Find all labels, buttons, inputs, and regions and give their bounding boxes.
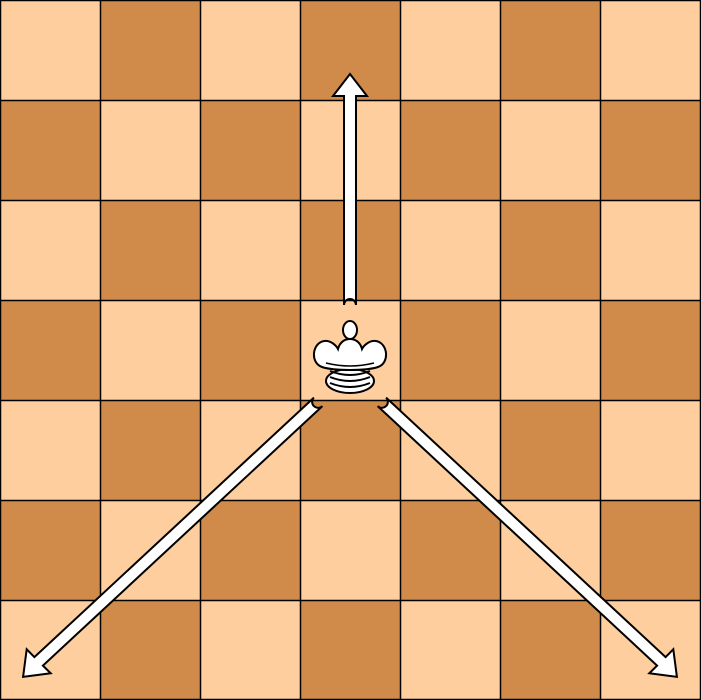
board-square[interactable] (300, 500, 400, 600)
queen-orb (342, 320, 358, 340)
board-square[interactable] (0, 400, 100, 500)
arrow-down-right (376, 396, 679, 679)
board-square[interactable] (300, 600, 400, 700)
board-square[interactable] (600, 0, 701, 100)
board-square[interactable] (400, 300, 500, 400)
board-square[interactable] (200, 100, 300, 200)
board-square[interactable] (0, 500, 100, 600)
board-square[interactable] (0, 200, 100, 300)
board-square[interactable] (100, 300, 200, 400)
board-square[interactable] (200, 400, 300, 500)
move-arrows (21, 72, 679, 679)
board-square[interactable] (500, 0, 600, 100)
board-square[interactable] (200, 0, 300, 100)
board-square[interactable] (500, 600, 600, 700)
board-square[interactable] (500, 200, 600, 300)
board-square[interactable] (0, 300, 100, 400)
board-square[interactable] (500, 400, 600, 500)
queen-base-ring (329, 370, 371, 376)
board-square[interactable] (600, 100, 701, 200)
board-square[interactable] (400, 200, 500, 300)
board-square[interactable] (200, 500, 300, 600)
board-square[interactable] (200, 300, 300, 400)
queen-base-ring (329, 376, 371, 382)
board-square[interactable] (600, 300, 701, 400)
board-square[interactable] (100, 400, 200, 500)
arrow-up (330, 72, 370, 306)
board-square[interactable] (400, 0, 500, 100)
board-square[interactable] (400, 500, 500, 600)
board-square[interactable] (400, 400, 500, 500)
board-square[interactable] (0, 100, 100, 200)
board-square[interactable] (500, 100, 600, 200)
board-square[interactable] (0, 0, 100, 100)
board-square[interactable] (100, 0, 200, 100)
board-square[interactable] (200, 600, 300, 700)
board-square[interactable] (400, 600, 500, 700)
queen-crown-band (325, 362, 375, 367)
board-square[interactable] (600, 200, 701, 300)
board-square[interactable] (100, 200, 200, 300)
board-square[interactable] (600, 500, 701, 600)
queen-base-ring (329, 382, 371, 388)
board-square[interactable] (500, 300, 600, 400)
arrow-down-left (21, 396, 324, 679)
board-square[interactable] (100, 600, 200, 700)
board-square[interactable] (400, 100, 500, 200)
board-square[interactable] (600, 400, 701, 500)
queen-crown (313, 337, 387, 371)
board-square[interactable] (300, 400, 400, 500)
board-square[interactable] (200, 200, 300, 300)
white-queen-piece[interactable] (313, 320, 387, 394)
board-square[interactable] (100, 100, 200, 200)
